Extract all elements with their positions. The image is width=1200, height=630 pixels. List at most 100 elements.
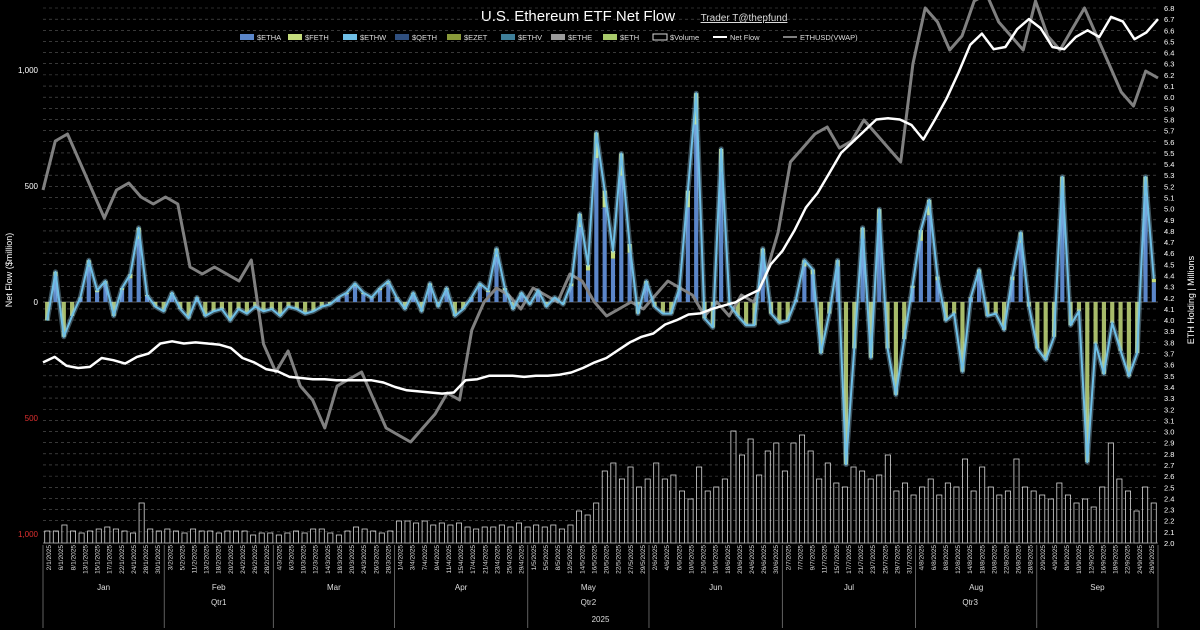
right-tick-label: 4.0 bbox=[1164, 316, 1174, 325]
flow-bar-etha bbox=[860, 238, 865, 302]
legend-swatch bbox=[395, 34, 409, 40]
legend-item: $ETHW bbox=[343, 33, 387, 42]
flow-bar-negative bbox=[818, 302, 824, 354]
flow-bar-negative bbox=[985, 302, 990, 316]
x-tick-label: 22/9/2025 bbox=[1125, 545, 1132, 574]
flow-bar-etha bbox=[78, 298, 83, 302]
right-tick-label: 6.2 bbox=[1164, 71, 1174, 80]
flow-bar-etha bbox=[694, 124, 699, 303]
right-tick-label: 5.4 bbox=[1164, 160, 1174, 169]
x-tick-label: 8/5/2025 bbox=[555, 545, 562, 571]
flow-bar-negative bbox=[785, 302, 790, 321]
vwap-line bbox=[41, 0, 1159, 444]
credit-link[interactable]: Trader T@thepfund bbox=[701, 13, 788, 24]
right-tick-label: 2.6 bbox=[1164, 472, 1174, 481]
right-tick-label: 5.1 bbox=[1164, 193, 1174, 202]
right-axis: 2.0 2.1 2.2 2.3 2.4 2.5 2.6 2.7 2.8 2.9 3.0 3.1 3.2 3… bbox=[1164, 4, 1174, 548]
x-tick-label: 22/1/2025 bbox=[119, 545, 126, 574]
legend-label: $QETH bbox=[412, 33, 437, 42]
flow-bar-etha bbox=[1151, 282, 1156, 302]
flow-bar-negative bbox=[261, 302, 266, 312]
flow-bar-negative bbox=[1118, 302, 1123, 351]
x-tick-label: 4/3/2025 bbox=[276, 545, 283, 571]
x-tick-label: 8/9/2025 bbox=[1064, 545, 1071, 571]
right-tick-label: 2.9 bbox=[1164, 439, 1174, 448]
right-tick-label: 4.1 bbox=[1164, 305, 1174, 314]
right-tick-label: 3.6 bbox=[1164, 361, 1174, 370]
right-tick-label: 2.5 bbox=[1164, 483, 1174, 492]
flow-bar-etha bbox=[144, 296, 150, 302]
right-tick-label: 2.4 bbox=[1164, 494, 1174, 503]
right-tick-label: 3.2 bbox=[1164, 405, 1174, 414]
right-tick-label: 3.3 bbox=[1164, 394, 1174, 403]
flow-bar-negative bbox=[544, 302, 549, 307]
flow-bar-negative bbox=[1043, 302, 1048, 360]
flow-bar-etha bbox=[169, 294, 175, 302]
legend-item: $QETH bbox=[395, 33, 437, 42]
right-tick-label: 6.4 bbox=[1164, 49, 1174, 58]
x-tick-label: 11/7/2025 bbox=[822, 545, 829, 574]
right-tick-label: 4.3 bbox=[1164, 283, 1174, 292]
flow-bar-etha bbox=[569, 286, 574, 302]
month-label: May bbox=[581, 583, 596, 592]
flow-bar-negative bbox=[511, 302, 516, 309]
month-label: Mar bbox=[327, 583, 341, 592]
right-tick-label: 5.2 bbox=[1164, 182, 1174, 191]
flow-bar-negative bbox=[852, 302, 857, 349]
x-tick-label: 17/4/2025 bbox=[470, 545, 477, 574]
x-tick-label: 13/2/2025 bbox=[204, 545, 211, 574]
flow-bar-negative bbox=[777, 302, 782, 323]
x-tick-label: 8/1/2025 bbox=[70, 545, 77, 571]
month-label: Jul bbox=[844, 583, 854, 592]
flow-bar-etha bbox=[377, 290, 383, 302]
flow-bar-negative bbox=[161, 302, 166, 312]
flow-bar-negative bbox=[203, 302, 208, 316]
left-tick-label: 1,000 bbox=[18, 66, 39, 75]
flow-bar-negative bbox=[744, 302, 749, 326]
x-tick-label: 4/6/2025 bbox=[664, 545, 671, 571]
flow-bar-negative bbox=[70, 302, 75, 316]
flow-bar-negative bbox=[893, 302, 898, 395]
quarter-label: Qtr2 bbox=[581, 598, 597, 607]
flow-bar-negative bbox=[1126, 302, 1131, 377]
x-tick-label: 20/6/2025 bbox=[737, 545, 744, 574]
flow-bar-etha bbox=[502, 290, 507, 302]
right-tick-label: 3.7 bbox=[1164, 350, 1174, 359]
x-tick-label: 29/4/2025 bbox=[519, 545, 526, 574]
flow-bar-negative bbox=[1093, 302, 1098, 344]
flow-bar-negative bbox=[153, 302, 158, 307]
flow-bar-negative bbox=[178, 302, 183, 309]
flow-bar-negative bbox=[278, 302, 283, 316]
flow-bar-negative bbox=[660, 302, 665, 314]
x-tick-label: 13/1/2025 bbox=[82, 545, 89, 574]
flow-bar-feth bbox=[585, 264, 591, 271]
flow-bar-etha bbox=[519, 294, 524, 302]
flow-bar-negative bbox=[319, 302, 324, 307]
flow-bar-negative bbox=[236, 302, 241, 309]
legend-item: $EZET bbox=[447, 33, 488, 42]
x-tick-label: 26/6/2025 bbox=[761, 545, 768, 574]
x-tick-label: 14/3/2025 bbox=[325, 545, 332, 574]
flow-bar-etha bbox=[685, 207, 690, 302]
flow-bar-negative bbox=[1035, 302, 1040, 349]
flow-bar-negative bbox=[211, 302, 216, 312]
right-tick-label: 5.6 bbox=[1164, 138, 1174, 147]
flow-bar-negative bbox=[1076, 302, 1082, 312]
right-tick-label: 6.7 bbox=[1164, 15, 1174, 24]
x-tick-label: 20/5/2025 bbox=[604, 545, 611, 574]
x-tick-label: 11/4/2025 bbox=[446, 545, 453, 574]
x-tick-label: 14/5/2025 bbox=[579, 545, 586, 574]
right-axis-title: ETH Holding | Millions bbox=[1186, 255, 1196, 344]
flow-bar-etha bbox=[602, 207, 607, 302]
left-tick-label: 500 bbox=[25, 182, 39, 191]
right-tick-label: 4.6 bbox=[1164, 249, 1174, 258]
flow-bar-etha bbox=[627, 252, 632, 302]
series-lines bbox=[41, 0, 1159, 467]
x-tick-label: 3/2/2025 bbox=[167, 545, 174, 571]
x-tick-label: 24/1/2025 bbox=[131, 545, 138, 574]
legend-label: $Volume bbox=[670, 33, 699, 42]
flow-bar-negative bbox=[294, 302, 299, 309]
left-tick-label: 500 bbox=[25, 414, 39, 423]
x-tick-label: 10/3/2025 bbox=[301, 545, 308, 574]
